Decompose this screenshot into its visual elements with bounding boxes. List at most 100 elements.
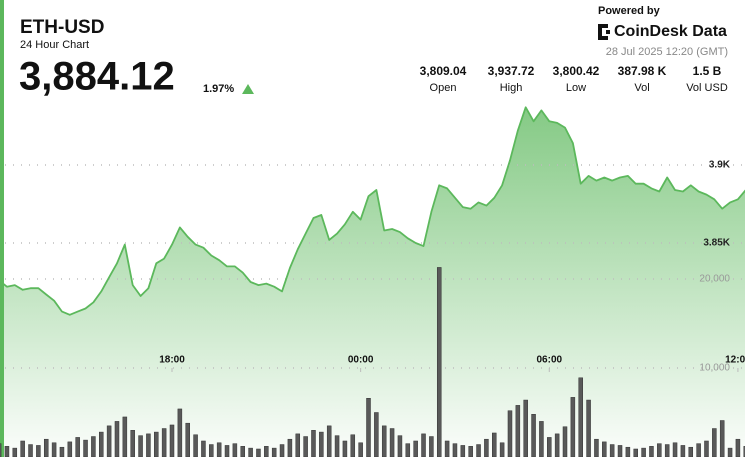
volume-bar	[161, 428, 167, 457]
volume-bar	[36, 445, 41, 457]
stat-value: 3,809.04	[420, 64, 467, 78]
volume-bar	[547, 437, 552, 457]
volume-bar	[436, 267, 442, 457]
volume-bar	[374, 412, 379, 457]
powered-by: Powered by	[598, 5, 661, 17]
volume-bar	[193, 434, 198, 457]
volume-bar	[169, 424, 175, 457]
volume-bar	[649, 446, 654, 457]
stat-label: Open	[430, 82, 457, 94]
volume-bar	[602, 441, 607, 457]
price: 3,884.12	[19, 55, 175, 99]
accent-bar	[0, 0, 4, 457]
timestamp: 28 Jul 2025 12:20 (GMT)	[606, 46, 728, 58]
volume-bar	[484, 438, 489, 457]
grid-layer	[5, 164, 745, 369]
brand-name: CoinDesk Data	[614, 23, 727, 40]
price-line	[0, 106, 745, 316]
volume-bar	[476, 444, 481, 457]
volume-bar	[279, 444, 285, 457]
volume-bar	[350, 434, 356, 457]
volume-bar	[389, 428, 395, 457]
volume-bar	[342, 440, 348, 457]
volume-bar	[578, 377, 583, 457]
volume-bar	[271, 447, 277, 457]
volume-bar	[138, 435, 143, 457]
volume-bar	[743, 446, 745, 457]
volume-bar	[381, 425, 387, 457]
stat-value: 387.98 K	[618, 64, 667, 78]
line-layer	[0, 106, 745, 316]
volume-bar	[413, 440, 418, 457]
stats: 3,809.04 Open 3,937.72 High 3,800.42 Low 387.9…	[420, 64, 728, 94]
volume-bar	[523, 399, 528, 457]
x-tick-label: 12:00	[725, 355, 745, 366]
volume-bar	[75, 437, 80, 457]
volume-bar	[554, 433, 560, 457]
volume-bar	[633, 448, 638, 457]
stat-value: 3,800.42	[553, 64, 600, 78]
volume-bar	[295, 433, 301, 457]
stat-label: High	[500, 82, 523, 94]
volume-bar	[130, 430, 135, 457]
volume-bar	[727, 447, 733, 457]
volume-bar	[209, 444, 214, 457]
volume-bar	[20, 440, 25, 457]
volume-bar	[664, 444, 670, 457]
volume-bar	[334, 435, 340, 457]
volume-bar	[617, 445, 623, 457]
volume-bar	[429, 436, 434, 457]
volume-bar	[452, 443, 458, 457]
y-tick-label: 10,000	[699, 363, 730, 374]
volume-bar	[67, 441, 73, 457]
x-tick-label: 18:00	[159, 355, 185, 366]
area-layer	[0, 107, 745, 457]
volume-bar	[177, 408, 183, 457]
volume-bar	[609, 444, 615, 457]
volume-bar	[366, 398, 371, 457]
volume-bar	[43, 438, 49, 457]
volume-bar	[468, 446, 473, 457]
volume-bar	[240, 446, 245, 457]
volume-bar	[657, 443, 662, 457]
volume-bar	[83, 439, 88, 457]
bar-layer	[0, 267, 745, 457]
volume-bar	[735, 438, 741, 457]
volume-bar	[256, 448, 261, 457]
volume-bar	[232, 443, 238, 457]
stat-value: 1.5 B	[693, 64, 722, 78]
stat-label: Vol USD	[686, 82, 728, 94]
volume-bar	[201, 440, 206, 457]
volume-bar	[641, 447, 646, 457]
y-tick-label: 20,000	[699, 274, 730, 285]
volume-bar	[531, 414, 536, 457]
volume-bar	[51, 442, 57, 457]
volume-bar	[358, 442, 363, 457]
volume-bar	[594, 438, 599, 457]
volume-bar	[185, 422, 190, 457]
volume-bar	[287, 438, 293, 457]
volume-bar	[515, 405, 521, 457]
volume-bar	[303, 436, 308, 457]
stat-value: 3,937.72	[488, 64, 535, 78]
stat-label: Low	[566, 82, 586, 94]
volume-bar	[421, 433, 426, 457]
y-tick-label: 3.85K	[703, 238, 730, 249]
volume-bar	[4, 446, 10, 457]
volume-bar	[0, 443, 2, 457]
x-tick-label: 00:00	[348, 355, 374, 366]
volume-bar	[507, 410, 513, 457]
volume-bar	[672, 442, 678, 457]
volume-bar	[696, 443, 701, 457]
up-arrow	[242, 84, 254, 94]
volume-bar	[562, 426, 568, 457]
volume-bar	[311, 430, 316, 457]
volume-bar	[106, 425, 112, 457]
x-tick-label: 06:00	[536, 355, 562, 366]
subtitle: 24 Hour Chart	[20, 39, 89, 51]
volume-bar	[12, 447, 18, 457]
volume-bar	[59, 446, 65, 457]
volume-bar	[326, 425, 332, 457]
volume-bar	[719, 420, 725, 457]
